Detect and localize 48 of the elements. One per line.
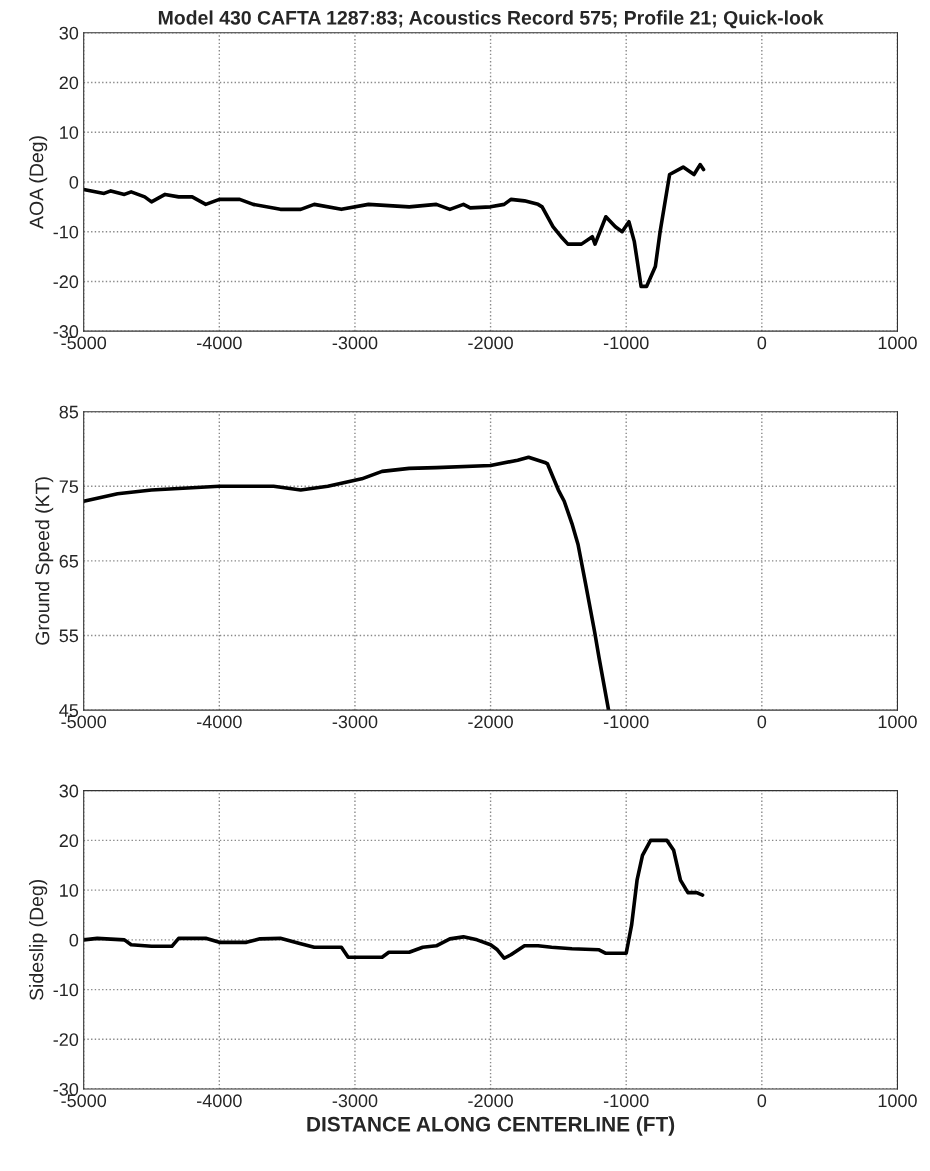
y-axis-title: Ground Speed (KT) — [35, 477, 54, 645]
y-tick-label: 45 — [59, 704, 79, 717]
x-tick-label: -3000 — [332, 715, 378, 729]
chart-title: Model 430 CAFTA 1287:83; Acoustics Record 575; Profile 21; Quick-look — [158, 10, 824, 29]
x-tick-label: -3000 — [332, 1094, 378, 1108]
y-tick-label: -30 — [53, 1082, 79, 1096]
y-tick-label: -20 — [53, 275, 79, 289]
line-series — [83, 455, 611, 711]
x-tick-label: -1000 — [603, 715, 649, 729]
x-axis-title: DISTANCE ALONG CENTERLINE (FT) — [307, 1116, 675, 1136]
x-tick-label: 1000 — [878, 715, 917, 729]
x-tick-label: 0 — [757, 336, 767, 350]
x-tick-label: -5000 — [61, 336, 107, 350]
x-tick-label: 0 — [757, 1094, 767, 1108]
y-tick-label: 55 — [59, 629, 79, 643]
line-series — [83, 162, 706, 289]
y-tick-label: 10 — [60, 884, 79, 897]
y-tick-label: -10 — [53, 983, 79, 997]
y-tick-label: -30 — [53, 325, 79, 338]
x-tick-label: -2000 — [468, 715, 513, 729]
y-tick-label: 30 — [59, 26, 79, 40]
x-tick-label: -3000 — [332, 336, 378, 350]
y-tick-label: 20 — [59, 834, 79, 848]
x-tick-label: 1000 — [878, 336, 917, 350]
line-series — [83, 838, 705, 961]
y-tick-label: 85 — [59, 405, 79, 419]
y-tick-label: 10 — [60, 126, 79, 139]
x-tick-label: -4000 — [197, 1094, 242, 1108]
y-tick-label: -20 — [53, 1033, 79, 1047]
y-tick-label: 30 — [59, 784, 79, 798]
y-tick-label: 75 — [59, 480, 79, 494]
y-axis-title: Sideslip (Deg) — [29, 879, 48, 1001]
y-tick-label: 0 — [69, 175, 79, 189]
x-tick-label: -5000 — [61, 1094, 107, 1108]
y-tick-label: 65 — [59, 554, 79, 568]
y-tick-label: 0 — [69, 933, 79, 947]
x-tick-label: -4000 — [197, 336, 242, 350]
x-tick-label: -1000 — [603, 1094, 649, 1108]
x-tick-label: 1000 — [878, 1094, 917, 1108]
x-tick-label: -2000 — [468, 1094, 513, 1108]
x-tick-label: -1000 — [603, 336, 649, 350]
x-tick-label: 0 — [757, 715, 767, 729]
y-tick-label: 20 — [59, 76, 79, 90]
y-tick-label: -10 — [53, 225, 79, 239]
x-tick-label: -4000 — [197, 715, 242, 729]
y-axis-title: AOA (Deg) — [29, 136, 48, 229]
x-tick-label: -2000 — [468, 336, 513, 350]
x-tick-label: -5000 — [61, 715, 107, 729]
